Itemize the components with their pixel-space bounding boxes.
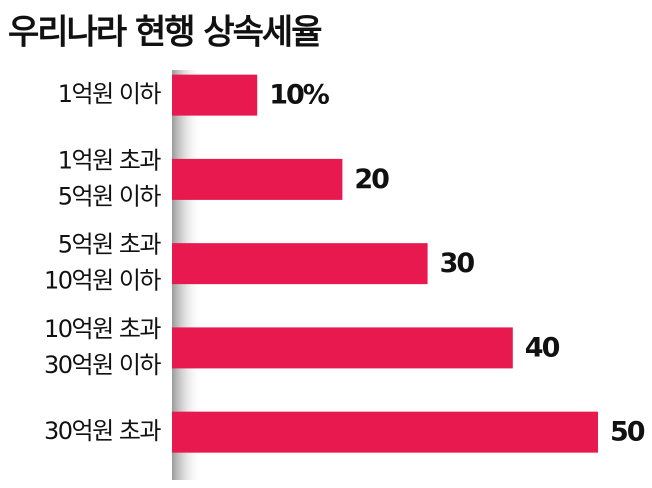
y-tick-label: 10억원 이하 (44, 267, 161, 295)
y-tick-label: 1억원 초과 (58, 146, 162, 174)
y-tick-label: 5억원 이하 (58, 182, 162, 210)
bar (172, 74, 258, 116)
y-tick-label: 10억원 초과 (44, 315, 161, 343)
y-tick-label: 1억원 이하 (58, 80, 162, 108)
value-label: 50 (610, 417, 645, 448)
value-label: 40 (525, 332, 560, 363)
bar (172, 243, 428, 285)
y-tick-label: 30억원 이하 (44, 351, 161, 379)
bar (172, 158, 343, 200)
bar (172, 327, 513, 369)
bar (172, 411, 598, 453)
value-label: 10% (269, 80, 330, 111)
chart-title: 우리나라 현행 상속세율 (8, 13, 322, 53)
value-label: 20 (354, 164, 389, 195)
value-label: 30 (440, 248, 475, 279)
y-tick-label: 5억원 초과 (58, 231, 162, 259)
y-tick-label: 30억원 초과 (44, 417, 161, 445)
